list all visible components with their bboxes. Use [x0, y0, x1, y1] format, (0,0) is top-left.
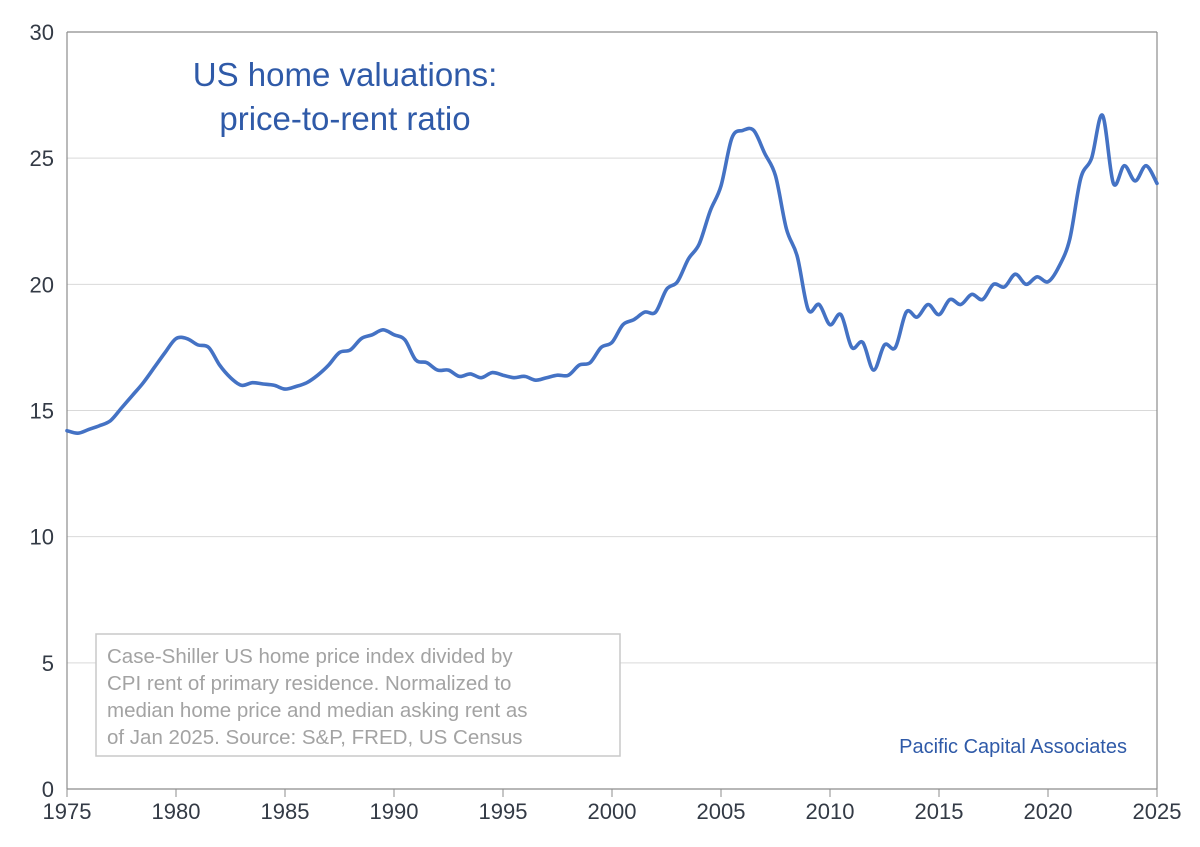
x-tick-label-1980: 1980: [152, 799, 201, 824]
y-tick-label-20: 20: [30, 272, 54, 297]
chart-title: US home valuations: price-to-rent ratio: [193, 56, 498, 137]
source-note-line-2: CPI rent of primary residence. Normalize…: [107, 672, 511, 695]
source-note-line-4: of Jan 2025. Source: S&P, FRED, US Censu…: [107, 726, 523, 749]
y-tick-label-15: 15: [30, 399, 54, 424]
source-note: Case-Shiller US home price index divided…: [95, 633, 621, 757]
series-layer: [65, 113, 1159, 436]
y-tick-label-0: 0: [42, 777, 54, 802]
x-tick-label-1985: 1985: [261, 799, 310, 824]
y-tick-label-30: 30: [30, 20, 54, 45]
x-tick-label-1995: 1995: [479, 799, 528, 824]
x-tick-label-2000: 2000: [588, 799, 637, 824]
x-tick-label-2010: 2010: [806, 799, 855, 824]
x-tick-label-2025: 2025: [1133, 799, 1182, 824]
y-axis-ticks: 0 5 10 15 20 25 30: [30, 20, 54, 802]
x-tick-label-2015: 2015: [915, 799, 964, 824]
y-tick-label-10: 10: [30, 525, 54, 550]
chart-title-line-1: US home valuations:: [193, 56, 498, 93]
x-tick-label-2020: 2020: [1024, 799, 1073, 824]
x-tick-label-2005: 2005: [697, 799, 746, 824]
source-note-line-1: Case-Shiller US home price index divided…: [107, 645, 513, 668]
chart-title-line-2: price-to-rent ratio: [219, 100, 470, 137]
series-line-0: [65, 113, 1159, 436]
x-tick-label-1975: 1975: [43, 799, 92, 824]
y-tick-label-25: 25: [30, 146, 54, 171]
y-tick-label-5: 5: [42, 651, 54, 676]
source-note-line-3: median home price and median asking rent…: [107, 699, 528, 722]
x-axis-ticks: 1975 1980 1985 1990 1995 2000 2005 2010 2015 2020…: [43, 789, 1182, 824]
credit-label: Pacific Capital Associates: [899, 736, 1127, 758]
source-note-box: [95, 633, 621, 757]
x-tick-label-1990: 1990: [370, 799, 419, 824]
